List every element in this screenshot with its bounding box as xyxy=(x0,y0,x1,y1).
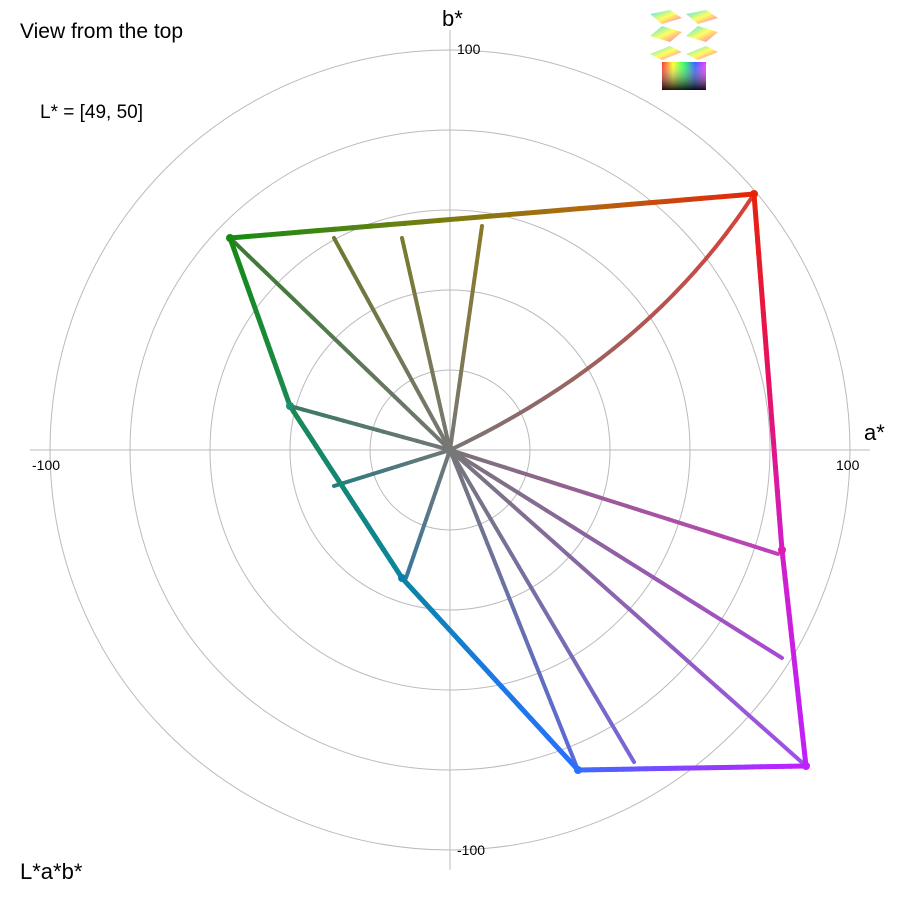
l-range-label: L* = [49, 50] xyxy=(40,102,143,123)
thumb-view-flat[interactable] xyxy=(662,62,706,90)
hue-spoke-9 xyxy=(448,448,636,764)
thumb-view-iso-3[interactable] xyxy=(650,26,682,42)
thumb-view-iso-6[interactable] xyxy=(686,46,718,60)
thumb-view-iso-5[interactable] xyxy=(650,46,682,60)
view-title: View from the top xyxy=(20,20,184,43)
gamut-vertex-green-mid xyxy=(286,402,294,410)
hue-spoke-8 xyxy=(448,448,580,772)
view-thumbnails[interactable] xyxy=(648,10,720,92)
gamut-vertex-yellow xyxy=(226,234,234,242)
x-tick-min: -100 xyxy=(32,457,60,473)
hue-spoke-7 xyxy=(404,448,452,580)
gamut-edge-red-yellow xyxy=(227,191,757,241)
hue-spoke-12 xyxy=(448,448,808,768)
x-axis-label: a* xyxy=(864,420,885,445)
y-tick-max: 100 xyxy=(457,41,481,57)
thumb-view-iso-4[interactable] xyxy=(686,26,718,42)
x-tick-max: 100 xyxy=(836,457,860,473)
y-axis-label: b* xyxy=(442,6,463,31)
hue-spoke-2 xyxy=(332,236,452,452)
hue-spoke-6 xyxy=(332,448,452,488)
gamut-edge-cyan-blue xyxy=(399,575,581,773)
y-tick-min: -100 xyxy=(457,842,485,858)
gamut-vertex-red xyxy=(750,190,758,198)
hue-spoke-3 xyxy=(400,236,452,452)
gamut-vertex-blue-magenta xyxy=(802,762,810,770)
gamut-vertex-cyan xyxy=(398,574,406,582)
color-space-label: L*a*b* xyxy=(20,859,83,884)
gamut-marks xyxy=(226,190,810,774)
gamut-edge-magenta-red xyxy=(751,191,785,553)
gamut-edge-yellow-green-mid xyxy=(227,235,293,409)
thumb-view-iso-1[interactable] xyxy=(650,10,682,24)
neutral-center-point xyxy=(445,445,455,455)
hue-spoke-0 xyxy=(448,192,756,452)
hue-spoke-4 xyxy=(448,224,484,452)
hue-spoke-10 xyxy=(448,448,780,556)
gamut-edge-blue-blue-magenta xyxy=(575,763,809,773)
thumb-view-iso-2[interactable] xyxy=(686,10,718,24)
gamut-vertex-blue xyxy=(574,766,582,774)
gamut-edge-blue-magenta-magenta xyxy=(779,547,809,769)
hue-spoke-11 xyxy=(448,448,784,660)
gamut-vertex-magenta xyxy=(778,546,786,554)
